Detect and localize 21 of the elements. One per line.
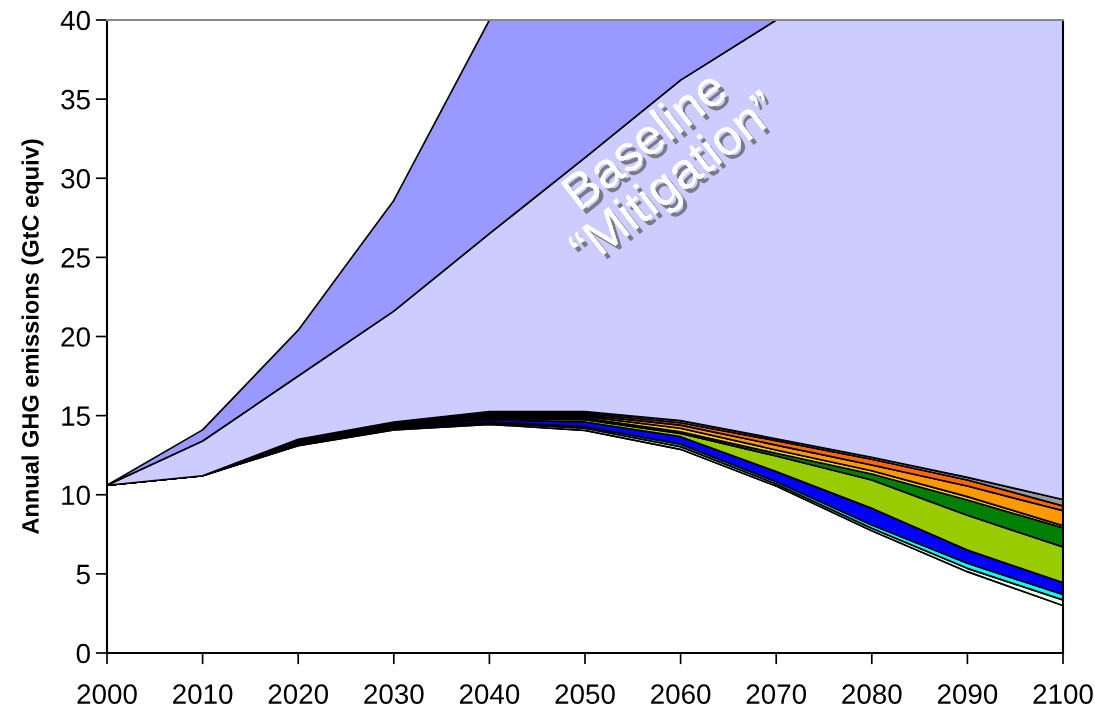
- x-tick-label: 2020: [268, 684, 329, 704]
- y-tick-label: 0: [76, 643, 90, 664]
- x-tick-label: 2030: [364, 684, 424, 704]
- y-tick-label: 15: [62, 406, 90, 426]
- x-tick-label: 2100: [1033, 684, 1093, 704]
- y-tick-label: 5: [76, 564, 90, 585]
- y-tick-label: 35: [61, 89, 90, 110]
- x-tick-label: 2040: [459, 684, 520, 704]
- x-tick-label: 2090: [937, 684, 998, 704]
- y-tick-label: 40: [60, 10, 90, 31]
- x-tick-label: 2010: [173, 684, 233, 704]
- x-tick-label: 2070: [746, 684, 807, 704]
- y-tick-label: 20: [61, 327, 90, 347]
- x-tick-label: 2050: [555, 684, 615, 704]
- y-tick-label: 10: [62, 485, 90, 506]
- x-tick-label: 2080: [842, 684, 902, 704]
- y-tick-label: 25: [61, 248, 90, 268]
- y-tick-label: 30: [61, 168, 90, 189]
- x-tick-label: 2000: [77, 684, 137, 704]
- x-tick-label: 2060: [651, 684, 711, 704]
- y-axis-title: Annual GHG emissions (GtC equiv): [21, 139, 44, 534]
